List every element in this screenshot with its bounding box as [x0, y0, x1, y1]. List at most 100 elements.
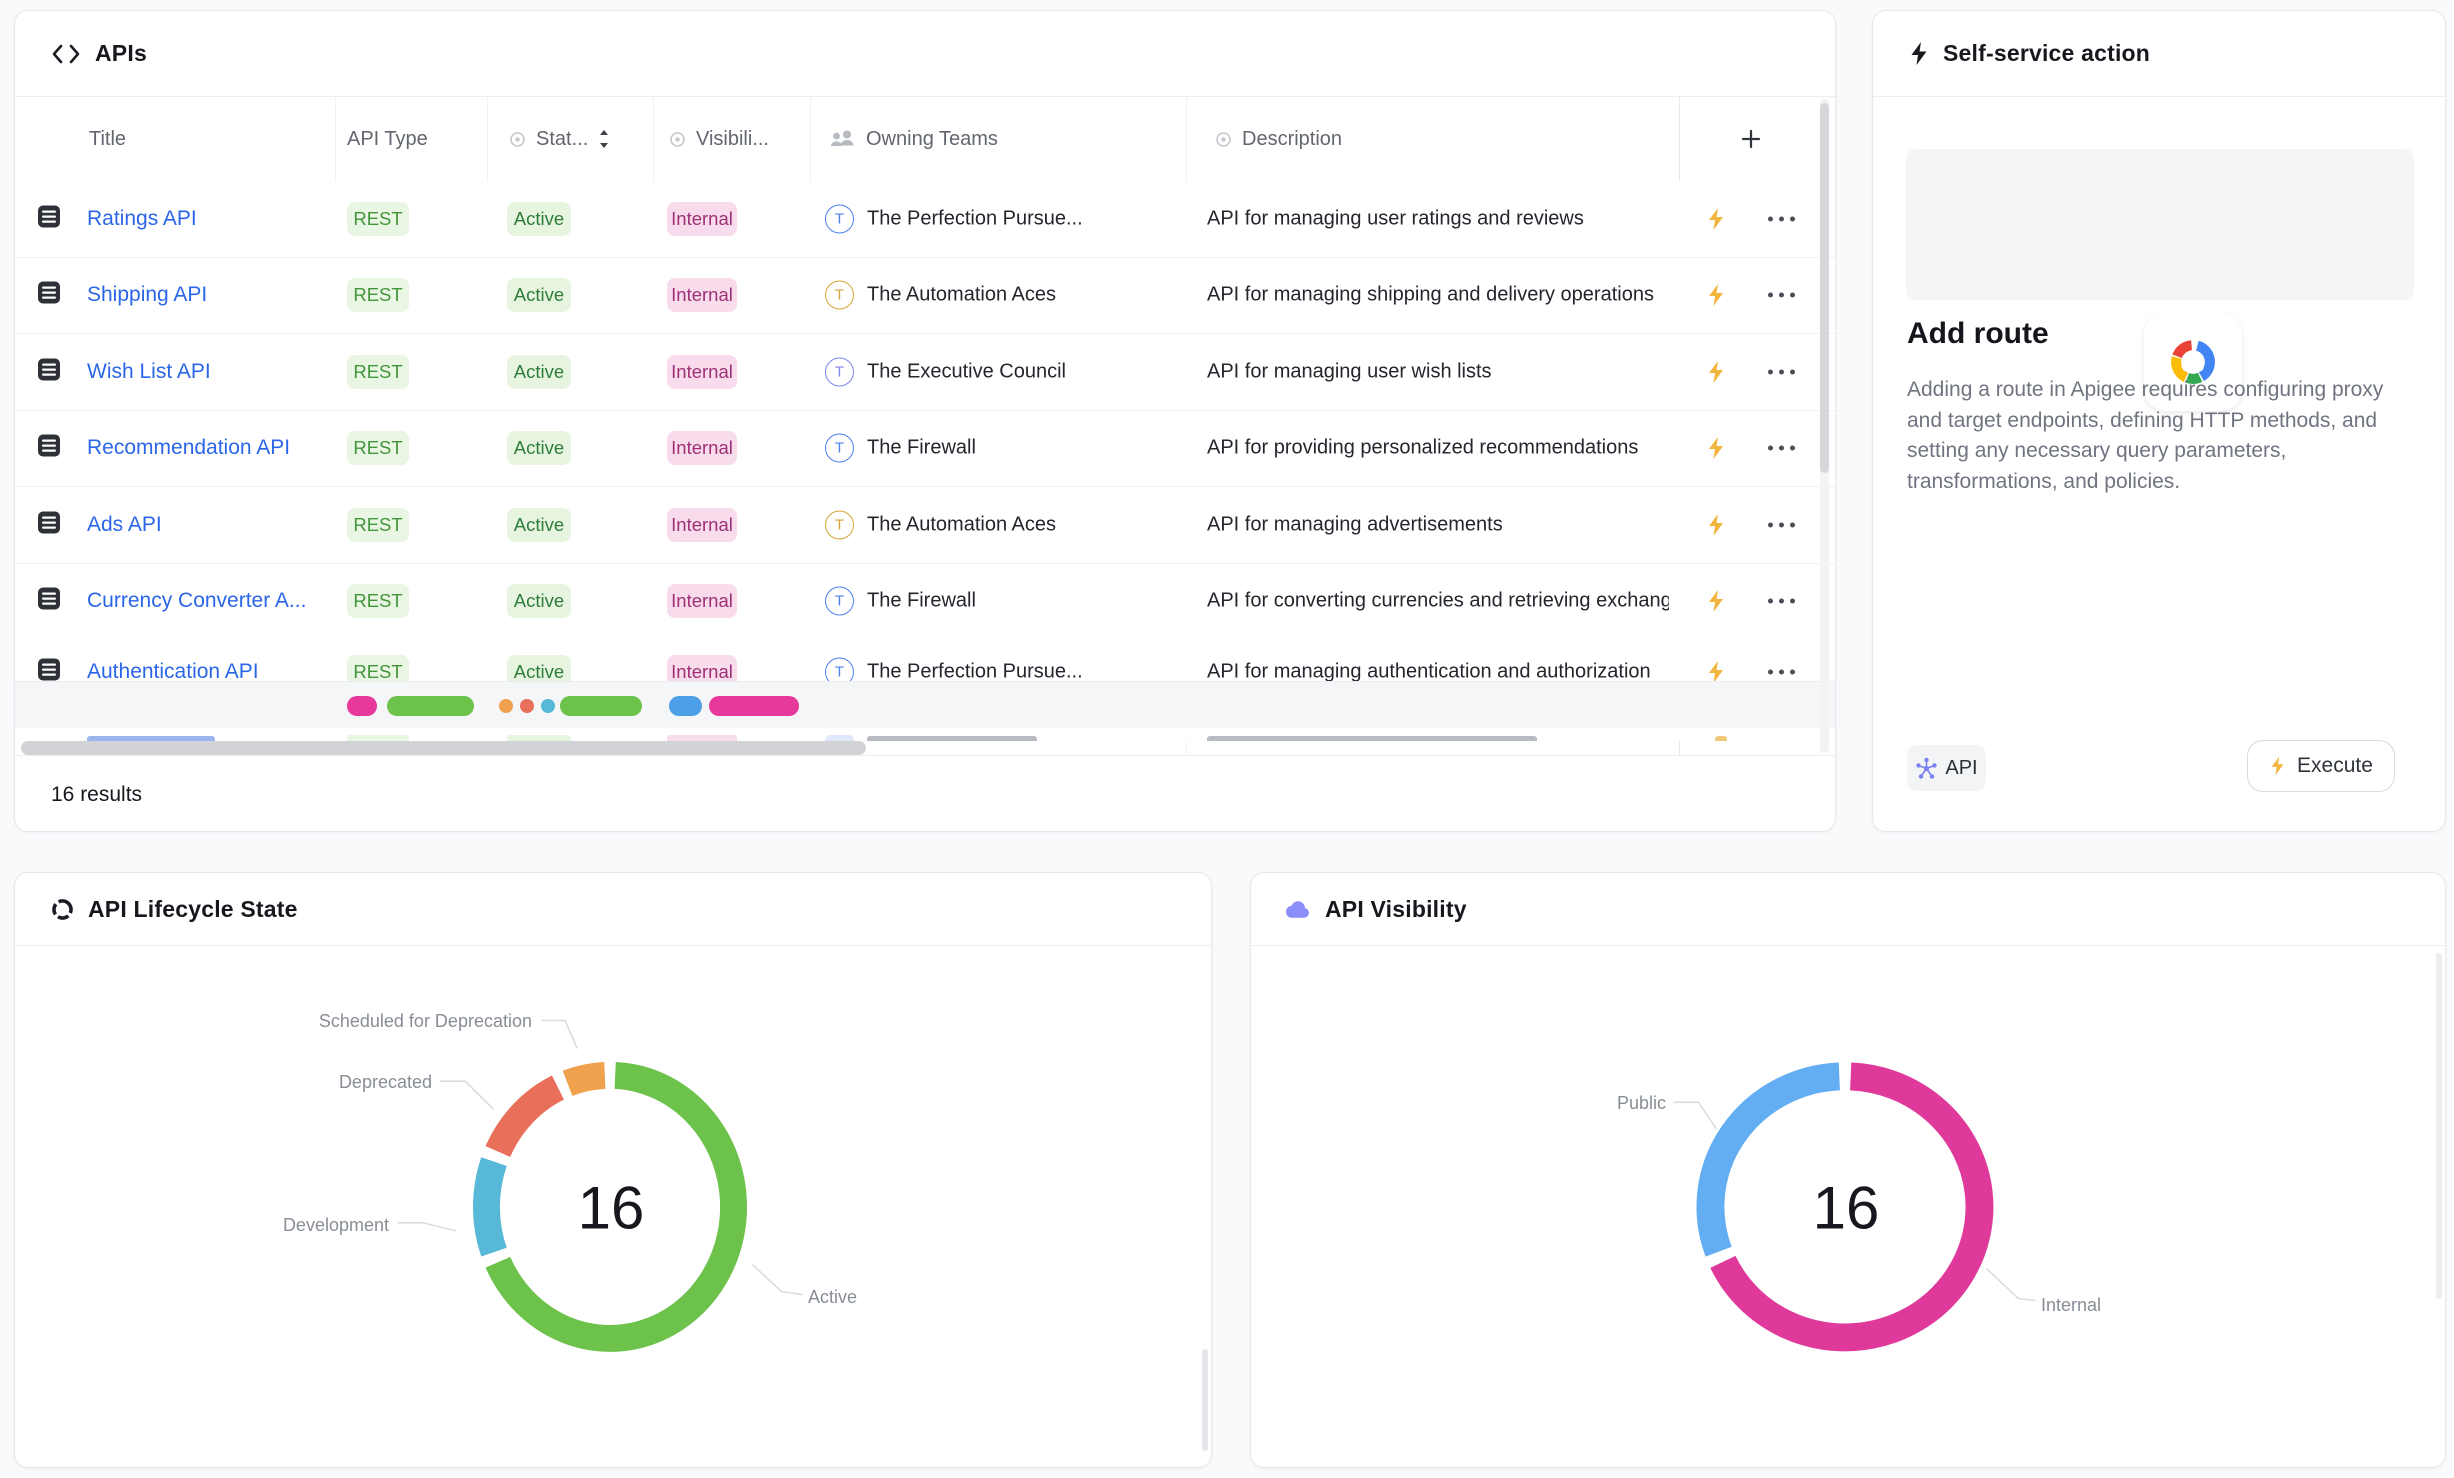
summary-dot — [541, 699, 555, 713]
google-cloud-icon — [2171, 340, 2215, 384]
row-menu-button[interactable] — [1759, 216, 1803, 222]
sort-arrows-icon[interactable] — [598, 128, 610, 150]
radio-icon — [1216, 131, 1231, 147]
action-description: Adding a route in Apigee requires config… — [1907, 378, 2384, 493]
api-title-link[interactable]: Recommendation API — [87, 436, 291, 460]
row-action-bolt-icon[interactable] — [1701, 207, 1731, 231]
api-title-link[interactable]: Authentication API — [87, 659, 259, 681]
team-avatar: T — [825, 433, 854, 463]
table-row[interactable]: Authentication API REST Active Internal … — [15, 634, 1835, 681]
visibility-badge: Internal — [667, 278, 737, 313]
action-card-title: Self-service action — [1943, 40, 2151, 66]
add-column-button[interactable] — [1679, 97, 1823, 182]
row-menu-button[interactable] — [1759, 445, 1803, 451]
row-menu-button[interactable] — [1759, 522, 1803, 528]
label-internal: Internal — [2041, 1295, 2102, 1315]
clipped-badge — [507, 735, 571, 741]
row-menu-button[interactable] — [1759, 669, 1803, 675]
donut-segment-active — [485, 1061, 747, 1352]
horizontal-scrollbar[interactable] — [21, 741, 866, 755]
network-icon — [1916, 757, 1938, 779]
team-avatar: T — [825, 657, 854, 681]
column-title[interactable]: Title — [89, 127, 127, 150]
label-deprecated: Deprecated — [338, 1072, 432, 1092]
donut-segment-public — [1696, 1062, 1841, 1257]
team-name: The Automation Aces — [867, 513, 1057, 536]
row-action-bolt-icon[interactable] — [1701, 589, 1731, 613]
summary-pill — [387, 696, 474, 716]
status-badge: Active — [507, 584, 571, 619]
table-row[interactable]: Shipping API REST Active Internal T The … — [15, 257, 1835, 334]
card-scrollbar[interactable] — [1202, 1349, 1208, 1451]
visibility-badge: Internal — [667, 584, 737, 619]
api-title-link[interactable]: Wish List API — [87, 359, 211, 383]
visibility-card-header: API Visibility — [1251, 873, 2445, 946]
clipped-text — [867, 736, 1037, 741]
team-name: The Firewall — [867, 589, 976, 612]
plus-icon — [1741, 129, 1761, 149]
row-menu-button[interactable] — [1759, 292, 1803, 298]
team-name: The Perfection Pursue... — [867, 660, 1083, 681]
team-name: The Perfection Pursue... — [867, 207, 1083, 230]
column-api-type[interactable]: API Type — [347, 127, 428, 150]
api-title-link[interactable]: Ratings API — [87, 206, 197, 230]
table-row[interactable]: Currency Converter A... REST Active Inte… — [15, 563, 1835, 640]
api-title-link[interactable]: Shipping API — [87, 283, 208, 307]
clipped-avatar — [825, 735, 854, 741]
donut-segment-deprecated — [485, 1075, 565, 1158]
label-active: Active — [808, 1287, 858, 1307]
row-action-bolt-icon[interactable] — [1701, 660, 1731, 681]
api-description: API for managing user wish lists — [1207, 360, 1492, 383]
team-name: The Executive Council — [867, 360, 1066, 383]
row-action-bolt-icon[interactable] — [1701, 436, 1731, 460]
clipped-row-sliver — [15, 728, 1835, 741]
lightning-icon — [1911, 42, 1927, 65]
row-menu-button[interactable] — [1759, 598, 1803, 604]
api-type-badge: REST — [347, 431, 409, 466]
visibility-badge: Internal — [667, 354, 737, 389]
column-status[interactable]: Stat... — [509, 97, 610, 181]
api-description: API for providing personalized recommend… — [1207, 436, 1639, 459]
table-row[interactable]: Recommendation API REST Active Internal … — [15, 410, 1835, 487]
table-row[interactable]: Wish List API REST Active Internal T The… — [15, 334, 1835, 411]
api-title-link[interactable]: Currency Converter A... — [87, 589, 307, 613]
execute-label: Execute — [2297, 754, 2373, 777]
api-description: API for converting currencies and retrie… — [1207, 589, 1669, 612]
entity-icon — [37, 281, 61, 310]
column-visibility[interactable]: Visibili... — [669, 97, 769, 181]
visibility-badge: Internal — [667, 431, 737, 466]
visibility-badge: Internal — [667, 201, 737, 236]
team-avatar: T — [825, 204, 854, 234]
row-menu-button[interactable] — [1759, 369, 1803, 375]
vertical-scrollbar[interactable] — [1820, 103, 1829, 473]
api-chip-label: API — [1945, 756, 1978, 779]
team-avatar: T — [825, 510, 854, 540]
table-row[interactable]: Ads API REST Active Internal T The Autom… — [15, 487, 1835, 564]
column-header-row: Title API Type Stat... Visibili... Ownin… — [15, 97, 1835, 182]
api-type-badge: REST — [347, 278, 409, 313]
api-title-link[interactable]: Ads API — [87, 512, 162, 536]
summary-band — [15, 681, 1835, 729]
action-card-header: Self-service action — [1873, 11, 2445, 97]
status-badge: Active — [507, 654, 571, 681]
card-scrollbar[interactable] — [2436, 953, 2442, 1299]
clipped-title — [87, 736, 215, 741]
row-action-bolt-icon[interactable] — [1701, 513, 1731, 537]
table-row[interactable]: Ratings API REST Active Internal T The P… — [15, 181, 1835, 258]
entity-icon — [37, 357, 61, 386]
summary-dot — [499, 699, 513, 713]
execute-button[interactable]: Execute — [2247, 740, 2395, 792]
row-action-bolt-icon[interactable] — [1701, 283, 1731, 307]
row-action-bolt-icon[interactable] — [1701, 360, 1731, 384]
lifecycle-chart-title: API Lifecycle State — [88, 895, 298, 922]
summary-pill — [669, 696, 702, 716]
column-owning-teams[interactable]: Owning Teams — [829, 97, 998, 181]
api-type-badge: REST — [347, 584, 409, 619]
visibility-badge: Internal — [667, 507, 737, 542]
summary-dot — [520, 699, 534, 713]
column-description[interactable]: Description — [1215, 97, 1342, 181]
table-card-header: APIs — [15, 11, 1835, 97]
entity-icon — [37, 434, 61, 463]
api-blueprint-chip: API — [1907, 745, 1986, 791]
team-name: The Firewall — [867, 436, 976, 459]
